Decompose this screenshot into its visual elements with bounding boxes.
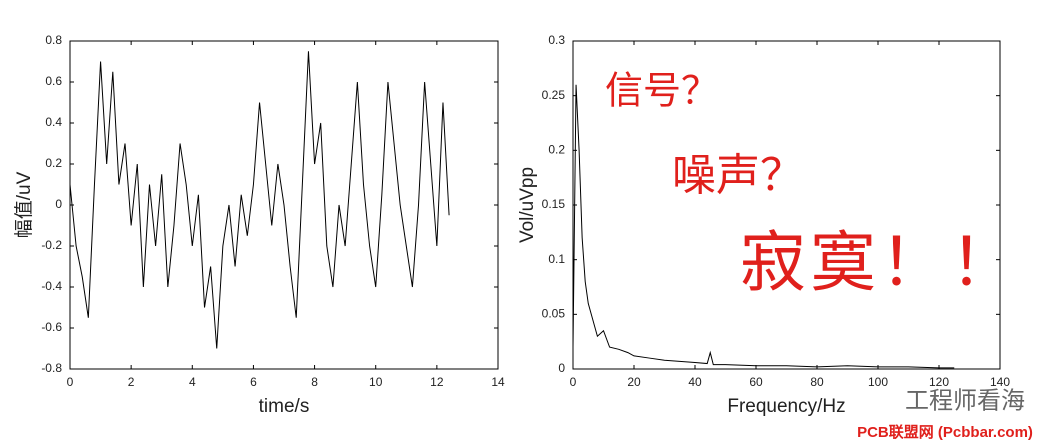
y-tick-label: 0.4 <box>45 115 62 129</box>
annotation: 噪声？ <box>672 151 804 200</box>
y-tick-label: 0.8 <box>45 33 62 47</box>
x-tick-label: 80 <box>810 375 824 389</box>
x-tick-label: 140 <box>990 375 1010 389</box>
x-tick-label: 14 <box>491 375 505 389</box>
data-line <box>69 51 450 349</box>
x-tick-label: 10 <box>369 375 383 389</box>
x-tick-label: 40 <box>688 375 702 389</box>
y-tick-label: 0.25 <box>542 88 566 102</box>
watermark: 工程师看海 <box>905 387 1025 414</box>
x-tick-label: 12 <box>430 375 444 389</box>
y-tick-label: 0 <box>558 361 565 375</box>
x-tick-label: 6 <box>250 375 257 389</box>
annotation: 信号？ <box>605 71 719 113</box>
y-tick-label: -0.8 <box>41 361 62 375</box>
data-line <box>572 84 955 369</box>
y-axis-label: 幅值/uV <box>13 171 35 238</box>
x-tick-label: 8 <box>311 375 318 389</box>
annotation: 寂寞！！ <box>740 227 1020 300</box>
x-tick-label: 100 <box>868 375 888 389</box>
x-tick-label: 0 <box>67 375 74 389</box>
y-tick-label: 0.2 <box>45 156 62 170</box>
y-tick-label: -0.2 <box>41 238 62 252</box>
x-axis-label: time/s <box>259 396 310 417</box>
x-axis-label: Frequency/Hz <box>727 396 845 417</box>
y-tick-label: -0.6 <box>41 320 62 334</box>
y-tick-label: 0.3 <box>548 33 565 47</box>
y-tick-label: 0.1 <box>548 252 565 266</box>
y-tick-label: 0.6 <box>45 74 62 88</box>
x-tick-label: 120 <box>929 375 949 389</box>
x-tick-label: 4 <box>189 375 196 389</box>
x-tick-label: 0 <box>570 375 577 389</box>
x-tick-label: 60 <box>749 375 763 389</box>
y-tick-label: 0.15 <box>542 197 566 211</box>
x-tick-label: 20 <box>627 375 641 389</box>
y-tick-label: 0.2 <box>548 143 565 157</box>
y-tick-label: 0.05 <box>542 307 566 321</box>
y-axis-label: Vol/uVpp <box>517 167 538 243</box>
watermark-site: PCB联盟网 (Pcbbar.com) <box>857 424 1033 441</box>
x-tick-label: 2 <box>128 375 135 389</box>
y-tick-label: -0.4 <box>41 279 62 293</box>
y-tick-label: 0 <box>55 197 62 211</box>
